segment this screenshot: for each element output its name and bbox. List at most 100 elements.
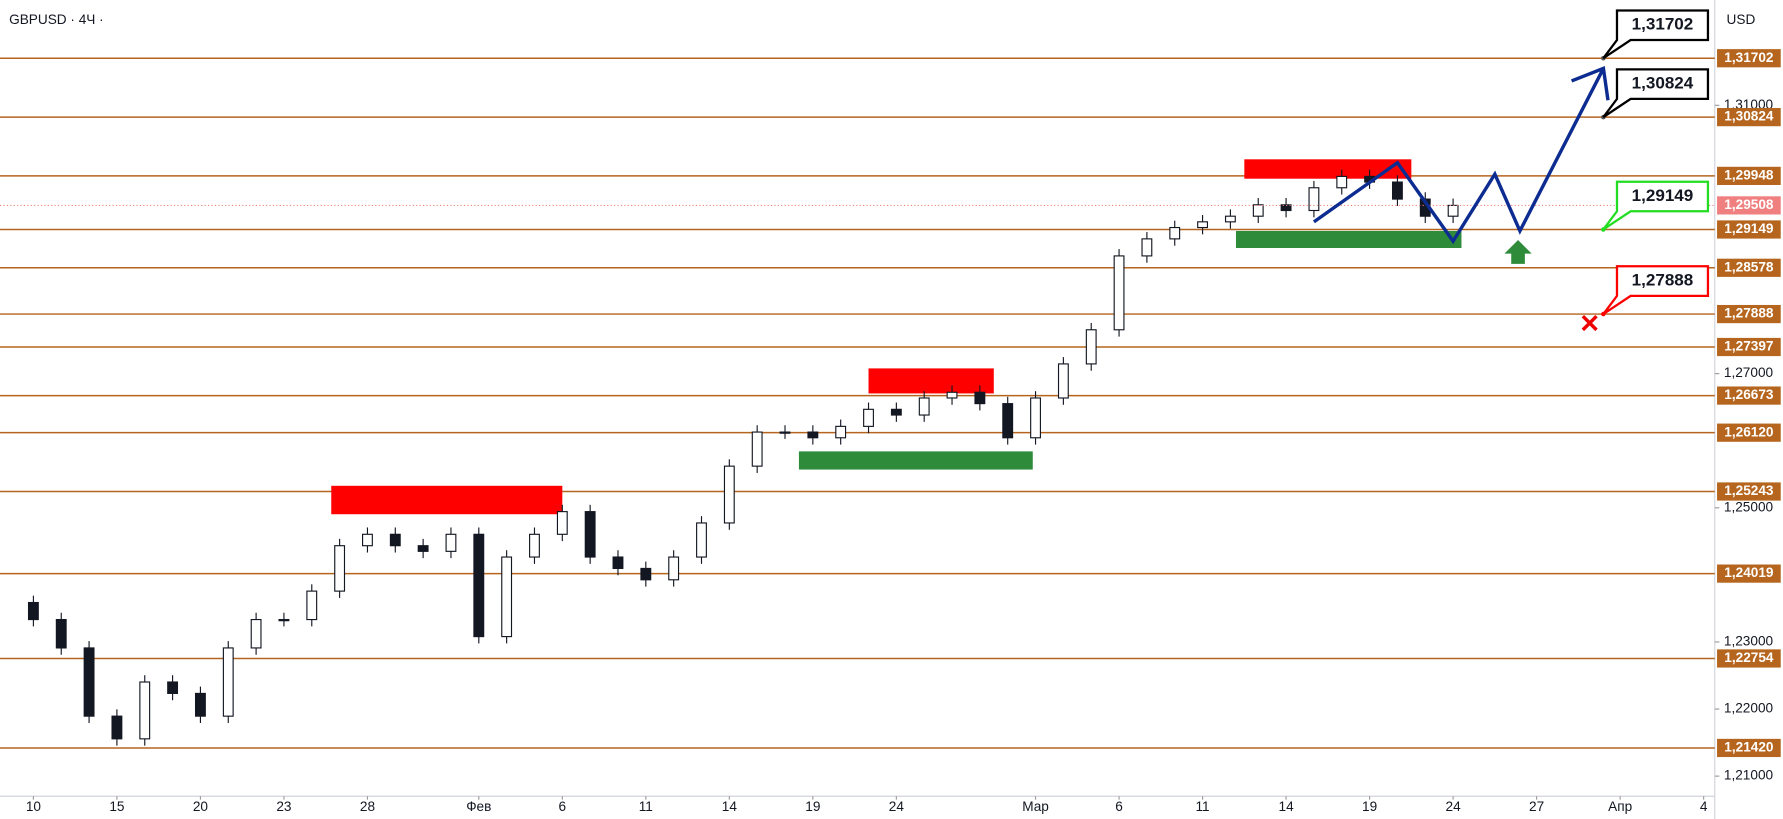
candle bbox=[1447, 204, 1459, 217]
candle bbox=[1141, 238, 1153, 257]
zone bbox=[331, 485, 563, 515]
x-tick-label: 4 bbox=[1700, 799, 1708, 814]
level-label: 1,28578 bbox=[1724, 259, 1774, 274]
level-label: 1,22754 bbox=[1724, 650, 1774, 665]
callout-box bbox=[1602, 180, 1710, 231]
candle bbox=[584, 511, 596, 558]
level-label-bg bbox=[1717, 166, 1781, 185]
level-label: 1,27397 bbox=[1724, 339, 1773, 354]
candle bbox=[445, 533, 457, 552]
chart-title: GBPUSD · 4Ч · bbox=[9, 12, 104, 27]
candle bbox=[835, 425, 847, 439]
y-tick-label: 1,21000 bbox=[1724, 768, 1774, 783]
level-label: 1,21420 bbox=[1724, 740, 1774, 755]
callout-label: 1,31702 bbox=[1632, 15, 1694, 34]
candle bbox=[863, 408, 874, 427]
x-tick-label: 28 bbox=[360, 799, 375, 814]
callout-box bbox=[1602, 265, 1710, 316]
level-label: 1,26120 bbox=[1724, 424, 1774, 439]
x-tick-label: Апр bbox=[1608, 799, 1632, 814]
x-tick-label: 11 bbox=[639, 799, 653, 814]
x-tick-label: Мар bbox=[1022, 799, 1049, 814]
candle bbox=[640, 567, 652, 581]
candle bbox=[389, 533, 401, 547]
candle bbox=[1280, 204, 1292, 212]
candle bbox=[612, 556, 624, 570]
candle bbox=[1085, 329, 1097, 365]
x-tick-label: 19 bbox=[805, 799, 820, 814]
x-tick-label: 6 bbox=[1115, 799, 1123, 814]
candle bbox=[334, 545, 346, 592]
candle bbox=[139, 681, 151, 740]
candle bbox=[27, 601, 39, 621]
callout-label: 1,30824 bbox=[1632, 74, 1694, 93]
zone bbox=[1235, 230, 1462, 248]
candle bbox=[918, 397, 930, 416]
candle bbox=[1252, 204, 1264, 217]
candle bbox=[222, 647, 234, 717]
level-label: 1,27888 bbox=[1724, 306, 1774, 321]
candle bbox=[167, 681, 179, 694]
candle bbox=[1197, 221, 1209, 229]
x-tick-label: 24 bbox=[889, 799, 905, 814]
zone bbox=[868, 368, 994, 394]
plot bbox=[0, 57, 1715, 749]
callout-box bbox=[1602, 9, 1710, 60]
x-tick-label: 20 bbox=[193, 799, 209, 814]
level-label: 1,29948 bbox=[1724, 167, 1774, 182]
candle bbox=[668, 556, 680, 581]
candle bbox=[250, 618, 262, 649]
callout-label: 1,27888 bbox=[1632, 271, 1694, 290]
x-tick-label: 27 bbox=[1529, 799, 1544, 814]
forecast-arrowhead bbox=[1570, 66, 1610, 101]
x-tick-label: 24 bbox=[1446, 799, 1462, 814]
x-tick-label: 19 bbox=[1362, 799, 1377, 814]
x-tick-label: 11 bbox=[1195, 799, 1209, 814]
y-tick-label: 1,22000 bbox=[1724, 701, 1774, 716]
level-label-bg bbox=[1717, 49, 1781, 68]
level-label-bg bbox=[1717, 738, 1781, 758]
x-tick-label: Фев bbox=[466, 799, 491, 814]
level-label: 1,29149 bbox=[1724, 221, 1774, 236]
level-label-bg bbox=[1717, 258, 1781, 277]
candle bbox=[1057, 363, 1069, 399]
last-price-label: 1,29508 bbox=[1724, 197, 1774, 212]
level-label: 1,31702 bbox=[1724, 50, 1774, 65]
candle bbox=[473, 533, 485, 638]
forecast-path bbox=[1312, 67, 1605, 245]
level-label: 1,26673 bbox=[1724, 387, 1774, 402]
x-tick-label: 15 bbox=[109, 799, 124, 814]
candle bbox=[1391, 181, 1403, 200]
x-tick-label: 14 bbox=[722, 799, 738, 814]
candle bbox=[779, 431, 791, 434]
candle bbox=[1224, 215, 1236, 223]
callout-label: 1,29149 bbox=[1632, 186, 1694, 205]
y-tick-label: 1,27000 bbox=[1724, 365, 1774, 380]
level-label-bg bbox=[1717, 304, 1781, 324]
callout-box bbox=[1602, 68, 1710, 119]
zone bbox=[798, 451, 1033, 470]
buy-arrow bbox=[1504, 240, 1532, 264]
candle bbox=[1113, 255, 1125, 331]
candle bbox=[278, 618, 290, 622]
candle bbox=[723, 465, 735, 524]
candle bbox=[417, 545, 429, 552]
candle bbox=[111, 715, 123, 740]
y-tick-label: 1,23000 bbox=[1724, 634, 1774, 649]
candle bbox=[529, 533, 540, 558]
candle bbox=[306, 590, 318, 621]
candle bbox=[1336, 175, 1348, 189]
level-label-bg bbox=[1717, 649, 1781, 668]
level-label: 1,30824 bbox=[1724, 109, 1774, 124]
candle bbox=[1002, 403, 1014, 439]
level-label: 1,24019 bbox=[1724, 565, 1774, 580]
level-label-bg bbox=[1717, 220, 1781, 239]
candle bbox=[807, 431, 819, 439]
candle bbox=[194, 692, 206, 717]
x-tick-label: 10 bbox=[26, 799, 42, 814]
candle bbox=[890, 408, 902, 416]
candle bbox=[501, 556, 513, 638]
candle bbox=[696, 522, 707, 558]
